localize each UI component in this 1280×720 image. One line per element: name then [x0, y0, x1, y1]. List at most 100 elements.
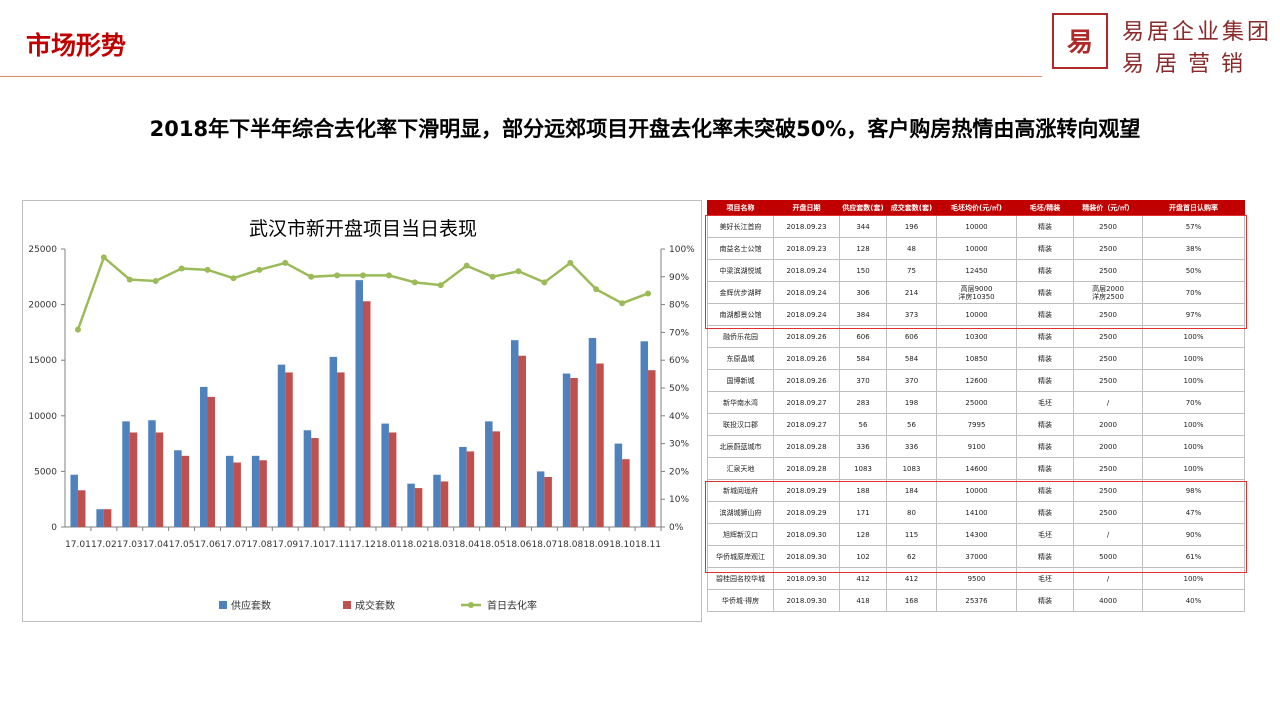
table-cell: 精装	[1016, 303, 1074, 326]
table-cell: 70%	[1142, 391, 1245, 414]
project-name-cell: 北辰蔚蓝城市	[707, 435, 774, 458]
legend-label: 成交套数	[355, 599, 395, 612]
table-cell: 2500	[1073, 369, 1143, 392]
bar-sold	[570, 377, 578, 527]
table-cell: 高层9000 洋房10350	[936, 281, 1017, 304]
y-tick-label-right: 0%	[669, 523, 684, 533]
table-cell: 2500	[1073, 501, 1143, 524]
table-cell: 精装	[1016, 281, 1074, 304]
x-tick-label: 17.11	[324, 540, 350, 550]
line-point	[126, 276, 133, 283]
bar-supply	[122, 421, 130, 527]
table-cell: 100%	[1142, 567, 1245, 590]
table-cell: 90%	[1142, 523, 1245, 546]
table-cell: /	[1073, 523, 1143, 546]
table-cell: /	[1073, 567, 1143, 590]
y-tick-label-right: 30%	[669, 440, 689, 450]
table-cell: 2500	[1073, 303, 1143, 326]
table-cell: 2018.09.27	[773, 391, 840, 414]
table-cell: 7995	[936, 413, 1017, 436]
bar-sold	[77, 490, 86, 527]
x-tick-label: 17.08	[246, 540, 272, 550]
table-row: 华侨城·得房 2018.09.30 418 168 25376 精装 4000 40%	[707, 589, 1245, 612]
project-name-cell: 华侨城·得房	[707, 589, 774, 612]
table-cell: 171	[839, 501, 887, 524]
table-cell: 精装	[1016, 215, 1074, 238]
line-point	[385, 272, 392, 279]
x-tick-label: 18.01	[376, 540, 402, 550]
table-cell: 128	[839, 237, 887, 260]
bar-sold	[388, 432, 397, 527]
x-tick-label: 17.07	[221, 540, 247, 550]
table-cell: 344	[839, 215, 887, 238]
table-cell: 2000	[1073, 435, 1143, 458]
bar-supply	[277, 364, 286, 527]
table-row: 南益名士公馆 2018.09.23 128 48 10000 精装 2500 38%	[707, 237, 1245, 260]
table-cell: 2018.09.29	[773, 479, 840, 502]
project-name-cell: 汇泉天地	[707, 457, 774, 480]
x-tick-label: 18.08	[557, 540, 583, 550]
table-cell: 2500	[1073, 479, 1143, 502]
x-tick-label: 17.04	[143, 540, 169, 550]
table-cell: 2018.09.30	[773, 545, 840, 568]
x-tick-label: 18.05	[480, 540, 506, 550]
x-tick-label: 17.05	[169, 540, 195, 550]
table-cell: 毛坯	[1016, 523, 1074, 546]
bar-supply	[251, 455, 260, 527]
line-point	[204, 266, 211, 273]
y-tick-label-right: 50%	[669, 384, 689, 394]
table-header-cell: 开盘日期	[773, 200, 840, 216]
table-cell: 14100	[936, 501, 1017, 524]
table-cell: 2018.09.24	[773, 303, 840, 326]
bar-sold	[259, 460, 267, 527]
table-row: 华侨城原岸观江 2018.09.30 102 62 37000 精装 5000 61%	[707, 545, 1245, 568]
x-tick-label: 17.12	[350, 540, 376, 550]
table-cell: 2018.09.26	[773, 325, 840, 348]
table-cell: 精装	[1016, 457, 1074, 480]
y-tick-label-right: 70%	[669, 328, 689, 338]
y-tick-label-right: 90%	[669, 273, 689, 283]
bar-supply	[225, 455, 234, 527]
table-header-cell: 开盘首日认购率	[1142, 200, 1245, 216]
header-divider	[0, 76, 1042, 77]
table-cell: 2500	[1073, 457, 1143, 480]
bar-sold	[155, 432, 164, 527]
table-cell: 2018.09.30	[773, 523, 840, 546]
table-cell: 2018.09.28	[773, 457, 840, 480]
x-tick-label: 18.03	[428, 540, 454, 550]
combo-chart: 武汉市新开盘项目当日表现 0 5000 10000 15000 20000 25000 0% 1…	[28, 218, 695, 612]
x-tick-label: 17.10	[298, 540, 324, 550]
y-tick-label-right: 10%	[669, 495, 689, 505]
table-row: 融侨乐花园 2018.09.26 606 606 10300 精装 2500 100%	[707, 325, 1245, 348]
project-name-cell: 南益名士公馆	[707, 237, 774, 260]
table-cell: 418	[839, 589, 887, 612]
bar-sold	[518, 355, 526, 527]
table-row: 碧桂园名校华城 2018.09.30 412 412 9500 毛坯/100%	[707, 567, 1245, 590]
table-cell: 47%	[1142, 501, 1245, 524]
table-cell: 198	[886, 391, 937, 414]
x-tick-label: 17.02	[91, 540, 117, 550]
bar-sold	[492, 431, 501, 527]
table-cell: 精装	[1016, 413, 1074, 436]
table-cell: 80	[886, 501, 937, 524]
project-name-cell: 华侨城原岸观江	[707, 545, 774, 568]
bar-supply	[303, 430, 312, 527]
project-name-cell: 东原晶城	[707, 347, 774, 370]
project-name-cell: 联投汉口郡	[707, 413, 774, 436]
table-cell: 10000	[936, 215, 1017, 238]
table-cell: 2000	[1073, 413, 1143, 436]
table-header-cell: 项目名称	[707, 200, 774, 216]
bar-sold	[337, 372, 345, 527]
table-cell: /	[1073, 391, 1143, 414]
headline: 2018年下半年综合去化率下滑明显，部分远郊项目开盘去化率未突破50%，客户购房…	[149, 117, 1141, 141]
bar-supply	[433, 474, 441, 527]
table-cell: 40%	[1142, 589, 1245, 612]
table-cell: 2500	[1073, 215, 1143, 238]
table-header-cell: 毛坯/精装	[1016, 200, 1074, 216]
table-cell: 188	[839, 479, 887, 502]
x-tick-label: 18.09	[583, 540, 609, 550]
y-tick-label-left: 20000	[28, 301, 57, 311]
project-name-cell: 新华南水湾	[707, 391, 774, 414]
table-cell: 精装	[1016, 589, 1074, 612]
y-tick-label-left: 15000	[28, 356, 57, 366]
